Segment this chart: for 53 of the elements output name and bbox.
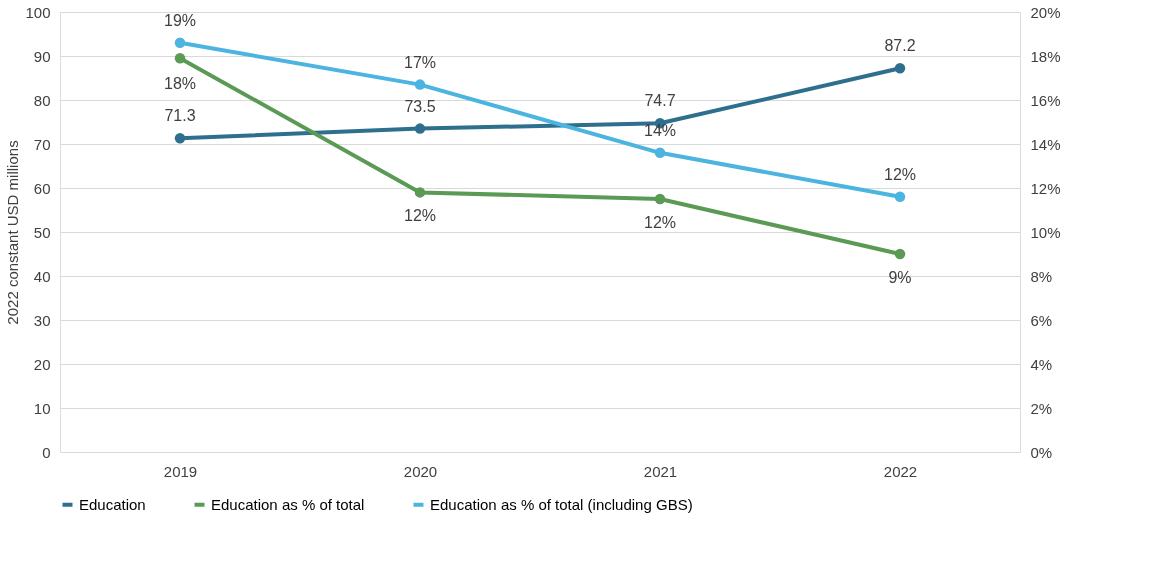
y-tick-label: 0: [42, 443, 51, 461]
legend-label: Education: [79, 495, 146, 513]
y-tick-label: 10: [33, 399, 51, 417]
data-label: 12%: [643, 214, 677, 231]
y2-tick-label: 8%: [1030, 267, 1053, 285]
data-label: 9%: [888, 269, 912, 286]
y2-tick-label: 18%: [1030, 47, 1061, 65]
point: [414, 123, 426, 134]
y2-tick-label: 6%: [1030, 311, 1053, 329]
point: [894, 191, 906, 203]
x-tick-label: 2020: [403, 462, 438, 480]
y2-tick-label: 12%: [1030, 179, 1061, 197]
point: [654, 193, 666, 205]
x-tick-label: 2022: [883, 462, 918, 480]
y-tick-label: 100: [25, 3, 51, 21]
point: [414, 79, 426, 90]
y-tick-label: 30: [33, 311, 51, 329]
y-tick-label: 90: [33, 47, 51, 65]
point: [174, 52, 186, 64]
point: [894, 248, 906, 260]
y2-tick-label: 10%: [1030, 223, 1061, 241]
data-label: 71.3: [164, 107, 196, 125]
point: [654, 147, 666, 159]
y2-tick-label: 4%: [1030, 355, 1053, 373]
data-label: 18%: [163, 75, 197, 93]
y-tick-label: 20: [33, 355, 51, 373]
x-tick-label: 2019: [163, 462, 198, 480]
y2-tick-label: 2%: [1030, 399, 1053, 417]
data-label: 73.5: [404, 97, 436, 115]
y2-tick-label: 16%: [1030, 91, 1061, 109]
y2-tick-label: 0%: [1030, 443, 1053, 461]
legend-label: Education as % of total: [211, 495, 365, 513]
data-label: 12%: [403, 207, 437, 225]
data-label: 14%: [643, 121, 677, 139]
y-tick-label: 80: [33, 91, 51, 109]
point: [414, 187, 426, 198]
point: [174, 37, 186, 49]
data-label: 17%: [403, 53, 437, 71]
data-label: 19%: [163, 11, 197, 29]
y-tick-label: 40: [33, 267, 51, 285]
y-tick-label: 60: [33, 179, 51, 197]
y-tick-label: 50: [33, 223, 51, 241]
y2-tick-label: 20%: [1030, 3, 1061, 21]
data-label: 74.7: [644, 92, 676, 110]
data-label: 12%: [883, 165, 917, 183]
x-tick-label: 2021: [643, 462, 678, 480]
y-tick-label: 70: [33, 135, 51, 153]
point: [174, 133, 186, 144]
data-label: 87.2: [884, 37, 916, 55]
y-axis-title: 2022 constant USD millions: [4, 140, 22, 325]
point: [894, 63, 906, 74]
y2-tick-label: 14%: [1030, 135, 1061, 153]
legend-label: Education as % of total (including GBS): [430, 495, 693, 513]
